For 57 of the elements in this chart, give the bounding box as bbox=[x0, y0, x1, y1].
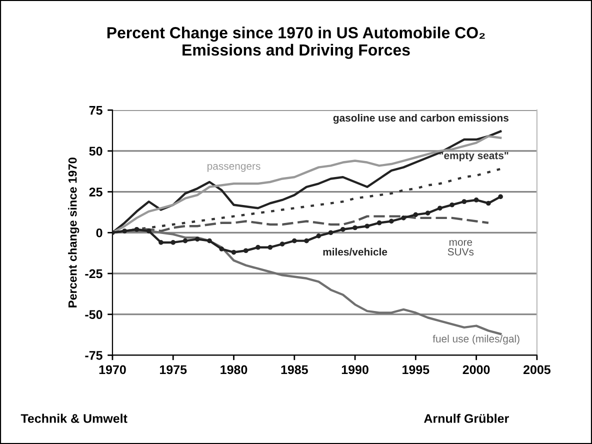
point bbox=[219, 246, 224, 252]
point bbox=[304, 238, 309, 244]
point bbox=[207, 238, 212, 244]
y-tick-label: -25 bbox=[85, 269, 102, 278]
y-tick-label: 0 bbox=[96, 228, 102, 238]
point bbox=[388, 218, 394, 224]
x-tick-label: 1990 bbox=[342, 365, 368, 374]
series-label: passengers bbox=[208, 164, 260, 172]
x-tick-label: 2005 bbox=[523, 365, 550, 374]
point bbox=[450, 202, 454, 208]
point bbox=[158, 240, 164, 245]
series-label: miles/vehicle bbox=[323, 248, 388, 256]
series-label: more SUVs bbox=[448, 240, 474, 256]
y-tick-label: -75 bbox=[85, 351, 102, 360]
series-label: fuel use (miles/gal) bbox=[432, 334, 520, 345]
point bbox=[243, 248, 248, 254]
point bbox=[182, 238, 188, 244]
point bbox=[340, 226, 346, 232]
series-label: "empty seats" bbox=[439, 152, 508, 162]
point bbox=[170, 240, 176, 245]
x-tick-label: 2000 bbox=[462, 365, 490, 374]
point bbox=[292, 238, 297, 244]
point bbox=[146, 228, 152, 234]
point bbox=[194, 236, 200, 242]
y-tick-label: 25 bbox=[89, 188, 102, 196]
point bbox=[328, 230, 334, 236]
y-tick-label: 50 bbox=[89, 146, 102, 156]
x-tick-label: 1980 bbox=[220, 365, 248, 374]
x-tick-label: 1995 bbox=[402, 365, 430, 374]
point bbox=[425, 210, 430, 216]
point bbox=[376, 220, 382, 226]
point bbox=[122, 228, 128, 234]
point bbox=[316, 233, 322, 238]
y-tick-label: 75 bbox=[89, 106, 102, 115]
point bbox=[134, 226, 140, 232]
x-tick-label: 1970 bbox=[99, 365, 126, 374]
y-tick-label: -50 bbox=[85, 310, 102, 320]
point bbox=[364, 224, 370, 229]
chart-title: Percent Change since 1970 in US Automobile CO₂ Emissions and Driving Forces bbox=[107, 26, 485, 59]
point bbox=[268, 244, 273, 250]
point bbox=[231, 250, 236, 255]
point bbox=[401, 216, 406, 220]
point bbox=[256, 244, 260, 250]
point bbox=[280, 242, 285, 247]
point bbox=[352, 225, 358, 230]
text: Arnulf Grübler bbox=[424, 414, 509, 423]
point bbox=[486, 200, 491, 206]
x-tick-label: 1975 bbox=[160, 365, 187, 374]
point bbox=[413, 212, 418, 218]
point bbox=[474, 198, 479, 202]
point bbox=[462, 199, 467, 204]
text: Technik & Umwelt bbox=[20, 414, 128, 423]
y-axis-title: Percent change since 1970 bbox=[68, 158, 80, 308]
point bbox=[498, 194, 503, 200]
x-tick-label: 1985 bbox=[281, 365, 308, 374]
series-label: gasoline use and carbon emissions bbox=[333, 114, 508, 124]
point bbox=[437, 206, 442, 211]
